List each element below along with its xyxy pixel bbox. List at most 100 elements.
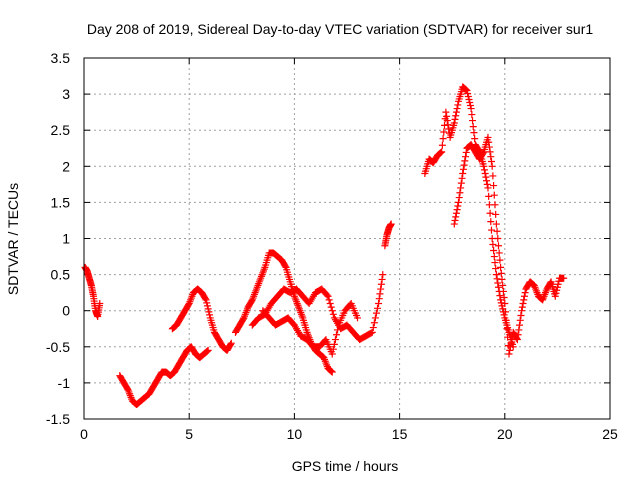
data-point (464, 93, 472, 101)
data-point (443, 117, 451, 125)
data-point (239, 315, 247, 323)
data-point (494, 279, 502, 287)
data-point (498, 275, 506, 283)
y-axis-label: SDTVAR / TECUs (5, 183, 21, 295)
x-axis-label: GPS time / hours (292, 458, 399, 474)
data-point (334, 326, 342, 334)
data-point (452, 112, 460, 120)
data-point (445, 125, 453, 133)
plot-frame (83, 57, 611, 420)
data-point (453, 105, 461, 113)
data-point (454, 202, 462, 210)
data-points (81, 83, 568, 409)
data-point (551, 292, 559, 300)
data-point (368, 328, 376, 336)
x-tick-label: 0 (80, 426, 88, 442)
y-tick-label: 0 (62, 303, 70, 319)
data-point (371, 314, 379, 322)
data-point (482, 173, 490, 181)
data-point (440, 121, 448, 129)
data-point (466, 102, 474, 110)
data-point (468, 111, 476, 119)
data-point (462, 86, 470, 94)
data-point (456, 189, 464, 197)
data-point (501, 299, 509, 307)
data-point (516, 321, 524, 329)
data-point (502, 308, 510, 316)
data-point (203, 347, 211, 355)
series-seg-f (259, 299, 362, 358)
data-point (517, 312, 525, 320)
data-point (451, 115, 459, 123)
grid (84, 58, 610, 419)
x-tick-label: 20 (497, 426, 513, 442)
data-point (518, 303, 526, 311)
y-tick-label: 3.5 (51, 50, 71, 66)
data-point (203, 348, 211, 356)
data-point (552, 289, 560, 297)
data-point (502, 316, 510, 324)
data-point (328, 307, 336, 315)
data-point (521, 289, 529, 297)
data-point (438, 148, 446, 156)
data-point (248, 297, 256, 305)
data-point (471, 135, 479, 143)
data-point (459, 165, 467, 173)
data-point (491, 201, 499, 209)
axis-ticks: 0 5 10 15 20 25 -1.5 -1 -0.5 0 0.5 1 1.5 2 2.5 3 3.5 (46, 50, 618, 442)
data-point (504, 333, 512, 341)
data-point (204, 305, 212, 313)
x-tick-label: 15 (392, 426, 408, 442)
y-tick-label: -1.5 (46, 411, 70, 427)
data-point (560, 274, 568, 282)
data-point (480, 166, 488, 174)
data-point (490, 247, 498, 255)
data-point (484, 133, 492, 141)
data-point (497, 299, 505, 307)
data-point (507, 339, 515, 347)
data-point (492, 210, 500, 218)
data-point (459, 170, 467, 178)
data-point (492, 220, 500, 228)
data-point (323, 291, 331, 299)
data-point (469, 117, 477, 125)
data-point (454, 101, 462, 109)
data-point (330, 340, 338, 348)
series-seg-c (168, 285, 235, 354)
data-point (553, 283, 561, 291)
y-tick-label: 1.5 (51, 194, 71, 210)
data-point (325, 296, 333, 304)
data-point (492, 271, 500, 279)
data-point (487, 218, 495, 226)
data-point (281, 262, 289, 270)
data-point (520, 292, 528, 300)
data-point (497, 263, 505, 271)
data-point (505, 350, 513, 358)
data-point (470, 129, 478, 137)
data-point (367, 329, 375, 337)
data-point (378, 275, 386, 283)
data-point (496, 256, 504, 264)
data-point (457, 184, 465, 192)
data-point (494, 242, 502, 250)
data-point (483, 180, 491, 188)
data-point (369, 324, 377, 332)
data-point (554, 280, 562, 288)
data-point (443, 112, 451, 120)
data-point (466, 99, 474, 107)
data-point (497, 296, 505, 304)
data-point (487, 157, 495, 165)
data-point (452, 209, 460, 217)
data-point (227, 339, 235, 347)
data-point (204, 346, 212, 354)
x-tick-label: 10 (287, 426, 303, 442)
y-tick-label: 2 (62, 158, 70, 174)
data-point (490, 191, 498, 199)
data-point (203, 299, 211, 307)
series-seg-g (381, 220, 395, 250)
data-point (515, 326, 523, 334)
data-point (464, 89, 472, 97)
data-point (506, 343, 514, 351)
data-point (329, 310, 337, 318)
